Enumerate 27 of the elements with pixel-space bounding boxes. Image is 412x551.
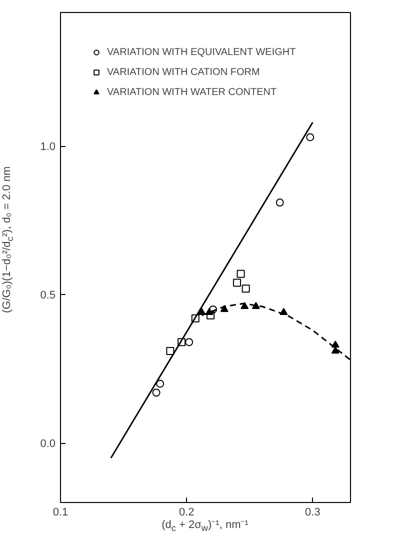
point	[306, 133, 314, 142]
point	[242, 284, 250, 293]
point	[206, 311, 215, 320]
point	[276, 198, 284, 207]
legend-label: VARIATION WITH EQUIVALENT WEIGHT	[107, 46, 296, 58]
x-tick-label: 0.1	[52, 506, 68, 518]
point	[205, 308, 214, 315]
point	[166, 347, 174, 356]
point	[156, 380, 164, 388]
point	[209, 305, 218, 314]
legend-label: VARIATION WITH WATER CONTENT	[107, 86, 277, 98]
point	[178, 338, 186, 346]
point	[252, 302, 260, 310]
point	[240, 302, 249, 310]
point	[152, 388, 160, 397]
y-tick-label: 1.0	[40, 141, 56, 154]
point	[185, 338, 194, 346]
point	[331, 346, 340, 354]
y-tick-label: 0.5	[40, 290, 56, 302]
point	[233, 278, 242, 287]
x-axis-title: (d$_{c}$ + 2σ$_{w}$)⁻¹, nm⁻¹	[162, 518, 248, 536]
x-tick-label: 0.2	[178, 506, 194, 518]
x-tick-label: 0.3	[305, 506, 320, 518]
point	[191, 314, 200, 322]
point	[236, 270, 245, 278]
legend-label: VARIATION WITH CATION FORM	[107, 66, 260, 78]
y-tick-label: 0.0	[40, 438, 56, 450]
